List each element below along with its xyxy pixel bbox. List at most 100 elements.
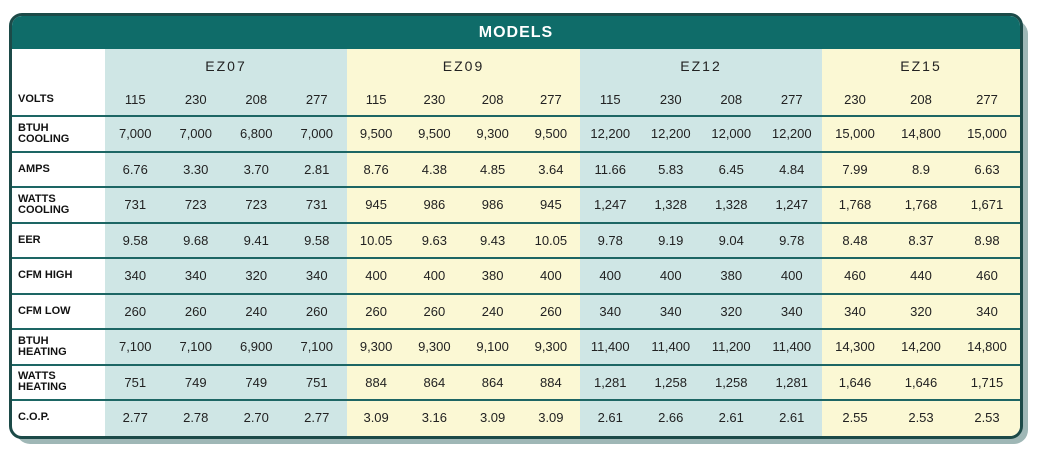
row-label: EER xyxy=(18,233,41,246)
cell-value: 945 xyxy=(540,197,562,213)
row-label: WATTS COOLING xyxy=(18,192,70,216)
cell-value: 14,300 xyxy=(835,339,875,355)
cell-value: 731 xyxy=(124,197,147,213)
cell-value: 2.61 xyxy=(779,410,805,426)
cell-value: 340 xyxy=(976,303,998,319)
cell-value: 2.81 xyxy=(304,161,330,177)
cell-value: 11,400 xyxy=(590,339,630,355)
cell-value: 400 xyxy=(540,268,562,284)
cell-value: 340 xyxy=(124,268,147,284)
cell-value: 1,281 xyxy=(775,374,809,390)
cell-value: 9.58 xyxy=(304,232,330,248)
cell-value: 2.53 xyxy=(908,410,934,426)
cell-value: 400 xyxy=(365,268,387,284)
cell-value: 15,000 xyxy=(967,126,1007,142)
volts-value: 208 xyxy=(481,92,504,107)
model-band xyxy=(580,49,822,436)
cell-value: 8.9 xyxy=(911,161,931,177)
cell-value: 440 xyxy=(910,268,932,284)
cell-value: 2.70 xyxy=(243,410,269,426)
volts-value: 115 xyxy=(124,92,146,107)
cell-value: 7,100 xyxy=(300,339,334,355)
cell-value: 9.43 xyxy=(479,232,506,248)
row-separator xyxy=(12,328,1020,330)
cell-value: 884 xyxy=(365,374,387,390)
cell-value: 9,100 xyxy=(476,339,509,355)
cell-value: 9.19 xyxy=(658,232,684,248)
row-separator xyxy=(12,186,1020,188)
volts-value: 277 xyxy=(780,92,803,107)
model-name: EZ12 xyxy=(680,58,722,74)
cell-value: 7,000 xyxy=(118,126,152,142)
cell-value: 320 xyxy=(910,303,932,319)
model-name: EZ09 xyxy=(442,58,485,74)
row-separator xyxy=(12,292,1020,295)
cell-value: 11,400 xyxy=(772,339,812,355)
cell-value: 7,100 xyxy=(118,339,152,355)
cell-value: 9,500 xyxy=(359,126,393,142)
cell-value: 340 xyxy=(844,303,866,319)
cell-value: 2.53 xyxy=(974,410,1000,426)
cell-value: 751 xyxy=(305,374,328,390)
row-label: AMPS xyxy=(18,162,50,175)
cell-value: 6,800 xyxy=(239,126,273,142)
cell-value: 2.77 xyxy=(304,410,330,426)
cell-value: 260 xyxy=(124,303,147,319)
model-band xyxy=(822,49,1020,436)
cell-value: 400 xyxy=(780,268,803,284)
row-separator xyxy=(12,115,1020,117)
model-name: EZ07 xyxy=(205,58,247,74)
cell-value: 260 xyxy=(184,303,207,319)
row-label: CFM HIGH xyxy=(18,269,73,282)
volts-value: 277 xyxy=(540,92,562,107)
cell-value: 945 xyxy=(365,197,387,213)
cell-value: 6.63 xyxy=(974,161,1000,177)
cell-value: 749 xyxy=(184,374,207,390)
cell-value: 1,258 xyxy=(654,374,688,390)
volts-value: 230 xyxy=(659,92,682,107)
volts-value: 277 xyxy=(305,92,328,107)
cell-value: 260 xyxy=(540,303,562,319)
volts-value: 208 xyxy=(245,92,268,107)
cell-value: 260 xyxy=(305,303,328,319)
cell-value: 3.16 xyxy=(421,410,448,426)
cell-value: 864 xyxy=(423,374,446,390)
cell-value: 723 xyxy=(184,197,207,213)
cell-value: 9,500 xyxy=(418,126,451,142)
cell-value: 380 xyxy=(720,268,743,284)
cell-value: 320 xyxy=(720,303,743,319)
cell-value: 14,200 xyxy=(901,339,941,355)
cell-value: 5.83 xyxy=(658,161,684,177)
row-separator xyxy=(12,363,1020,366)
cell-value: 12,200 xyxy=(771,126,812,142)
cell-value: 9.68 xyxy=(183,232,209,248)
volts-value: 115 xyxy=(599,92,621,107)
cell-value: 14,800 xyxy=(901,126,941,142)
cell-value: 8.76 xyxy=(363,161,389,177)
cell-value: 260 xyxy=(365,303,387,319)
cell-value: 7.99 xyxy=(842,161,868,177)
cell-value: 3.70 xyxy=(243,161,269,177)
volts-value: 115 xyxy=(365,92,387,107)
cell-value: 240 xyxy=(245,303,268,319)
cell-value: 4.38 xyxy=(421,161,448,177)
cell-value: 723 xyxy=(245,197,268,213)
cell-value: 1,646 xyxy=(904,374,938,390)
row-label: C.O.P. xyxy=(18,411,50,424)
cell-value: 9,300 xyxy=(418,339,451,355)
cell-value: 340 xyxy=(305,268,328,284)
volts-value: 277 xyxy=(976,92,998,107)
cell-value: 460 xyxy=(844,268,866,284)
cell-value: 10.05 xyxy=(359,232,393,248)
cell-value: 731 xyxy=(305,197,328,213)
cell-value: 3.09 xyxy=(538,410,564,426)
cell-value: 400 xyxy=(659,268,682,284)
cell-value: 8.48 xyxy=(842,232,868,248)
row-label: BTUH HEATING xyxy=(18,334,67,358)
cell-value: 7,000 xyxy=(300,126,334,142)
row-separator xyxy=(12,221,1020,224)
cell-value: 9,300 xyxy=(476,126,509,142)
cell-value: 3.64 xyxy=(538,161,564,177)
row-separator xyxy=(12,150,1020,153)
model-band xyxy=(347,49,580,436)
